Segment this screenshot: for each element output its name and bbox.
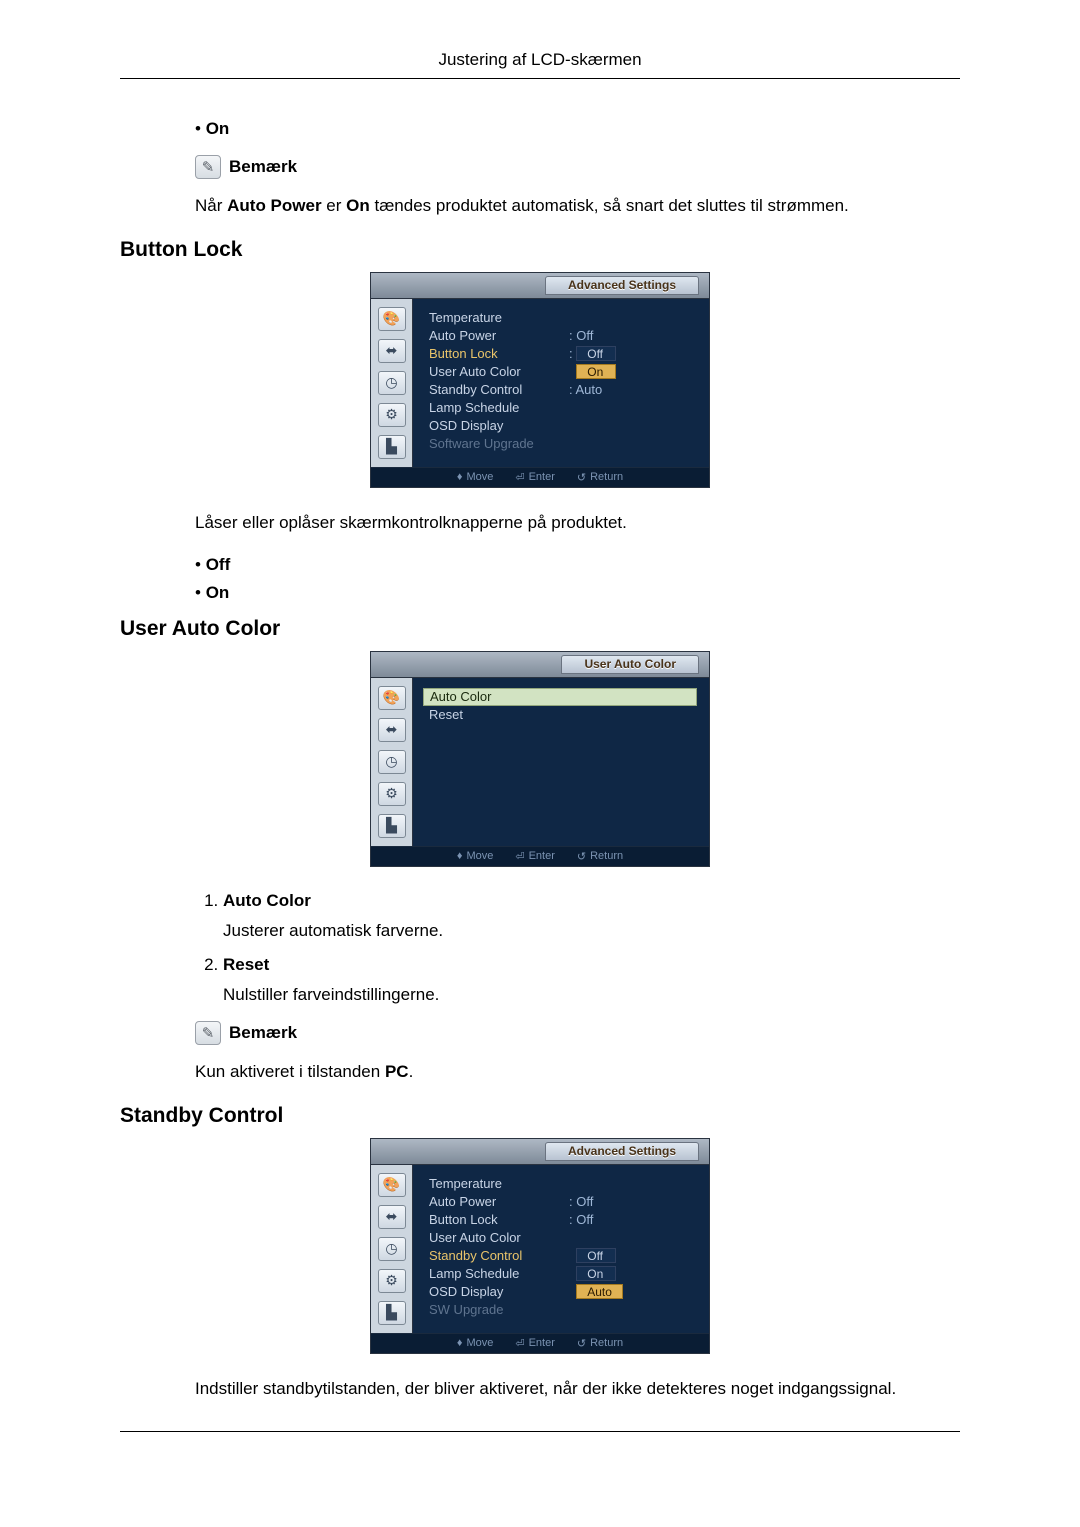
- osd-side-icons: 🎨 ⬌ ◷ ⚙ ▙: [371, 678, 413, 846]
- standby-control-desc: Indstiller standbytilstanden, der bliver…: [195, 1378, 960, 1401]
- page-title: Justering af LCD-skærmen: [120, 50, 960, 79]
- note-icon: ✎: [195, 155, 221, 179]
- osd-row-highlighted: Standby Control Off: [429, 1247, 697, 1265]
- list-item: Auto Color Justerer automatisk farverne.: [223, 891, 960, 941]
- chart-icon: ▙: [378, 814, 406, 838]
- heading-standby-control: Standby Control: [120, 1104, 960, 1128]
- chart-icon: ▙: [378, 1301, 406, 1325]
- auto-power-note-text: Når Auto Power er On tændes produktet au…: [195, 195, 960, 218]
- gear-icon: ⚙: [378, 1269, 406, 1293]
- button-lock-content: Låser eller oplåser skærmkontrolknappern…: [195, 512, 960, 603]
- osd-row-highlighted: Button Lock : Off: [429, 345, 697, 363]
- osd-side-icons: 🎨 ⬌ ◷ ⚙ ▙: [371, 1165, 413, 1333]
- osd-menu: Temperature Auto Power: Off Button Lock:…: [413, 1165, 709, 1333]
- gear-icon: ⚙: [378, 403, 406, 427]
- note-icon: ✎: [195, 1021, 221, 1045]
- osd-side-icons: 🎨 ⬌ ◷ ⚙ ▙: [371, 299, 413, 467]
- list-item: On: [195, 583, 960, 603]
- osd-standby-control: Advanced Settings 🎨 ⬌ ◷ ⚙ ▙ Temperature …: [120, 1138, 960, 1354]
- osd-footer: ♦Move ⏎Enter ↺Return: [371, 1333, 709, 1353]
- osd-user-auto-color: User Auto Color 🎨 ⬌ ◷ ⚙ ▙ Auto Color Res…: [120, 651, 960, 867]
- list-item: On: [195, 119, 960, 139]
- palette-icon: 🎨: [378, 307, 406, 331]
- note-row: ✎ Bemærk: [195, 155, 960, 179]
- clock-icon: ◷: [378, 1237, 406, 1261]
- clock-icon: ◷: [378, 750, 406, 774]
- heading-user-auto-color: User Auto Color: [120, 617, 960, 641]
- osd-tab-label: Advanced Settings: [545, 276, 699, 295]
- bullet-list-on: On: [195, 119, 960, 139]
- numbered-list: Auto Color Justerer automatisk farverne.…: [223, 891, 960, 1005]
- gear-icon: ⚙: [378, 782, 406, 806]
- osd-menu: Temperature Auto Power: Off Button Lock …: [413, 299, 709, 467]
- slider-icon: ⬌: [378, 339, 406, 363]
- osd-tab-label: User Auto Color: [561, 655, 699, 674]
- list-item: Reset Nulstiller farveindstillingerne.: [223, 955, 960, 1005]
- standby-control-content: Indstiller standbytilstanden, der bliver…: [195, 1378, 960, 1401]
- bullet-list-offon: Off On: [195, 555, 960, 603]
- list-item: Off: [195, 555, 960, 575]
- note-label: Bemærk: [229, 157, 297, 177]
- osd-tab-label: Advanced Settings: [545, 1142, 699, 1161]
- uac-note-text: Kun aktiveret i tilstanden PC.: [195, 1061, 960, 1084]
- slider-icon: ⬌: [378, 1205, 406, 1229]
- osd-row-highlighted: Auto Color: [423, 688, 697, 706]
- palette-icon: 🎨: [378, 686, 406, 710]
- osd-tabbar: Advanced Settings: [371, 273, 709, 299]
- note-row: ✎ Bemærk: [195, 1021, 960, 1045]
- slider-icon: ⬌: [378, 718, 406, 742]
- osd-menu: Auto Color Reset: [413, 678, 709, 846]
- page-footer-rule: [120, 1431, 960, 1432]
- osd-tabbar: User Auto Color: [371, 652, 709, 678]
- osd-footer: ♦Move ⏎Enter ↺Return: [371, 846, 709, 866]
- user-auto-color-content: Auto Color Justerer automatisk farverne.…: [195, 891, 960, 1084]
- note-label: Bemærk: [229, 1023, 297, 1043]
- osd-button-lock: Advanced Settings 🎨 ⬌ ◷ ⚙ ▙ Temperature …: [120, 272, 960, 488]
- content-intro: On ✎ Bemærk Når Auto Power er On tændes …: [195, 119, 960, 218]
- chart-icon: ▙: [378, 435, 406, 459]
- clock-icon: ◷: [378, 371, 406, 395]
- button-lock-desc: Låser eller oplåser skærmkontrolknappern…: [195, 512, 960, 535]
- heading-button-lock: Button Lock: [120, 238, 960, 262]
- palette-icon: 🎨: [378, 1173, 406, 1197]
- osd-tabbar: Advanced Settings: [371, 1139, 709, 1165]
- osd-footer: ♦Move ⏎Enter ↺Return: [371, 467, 709, 487]
